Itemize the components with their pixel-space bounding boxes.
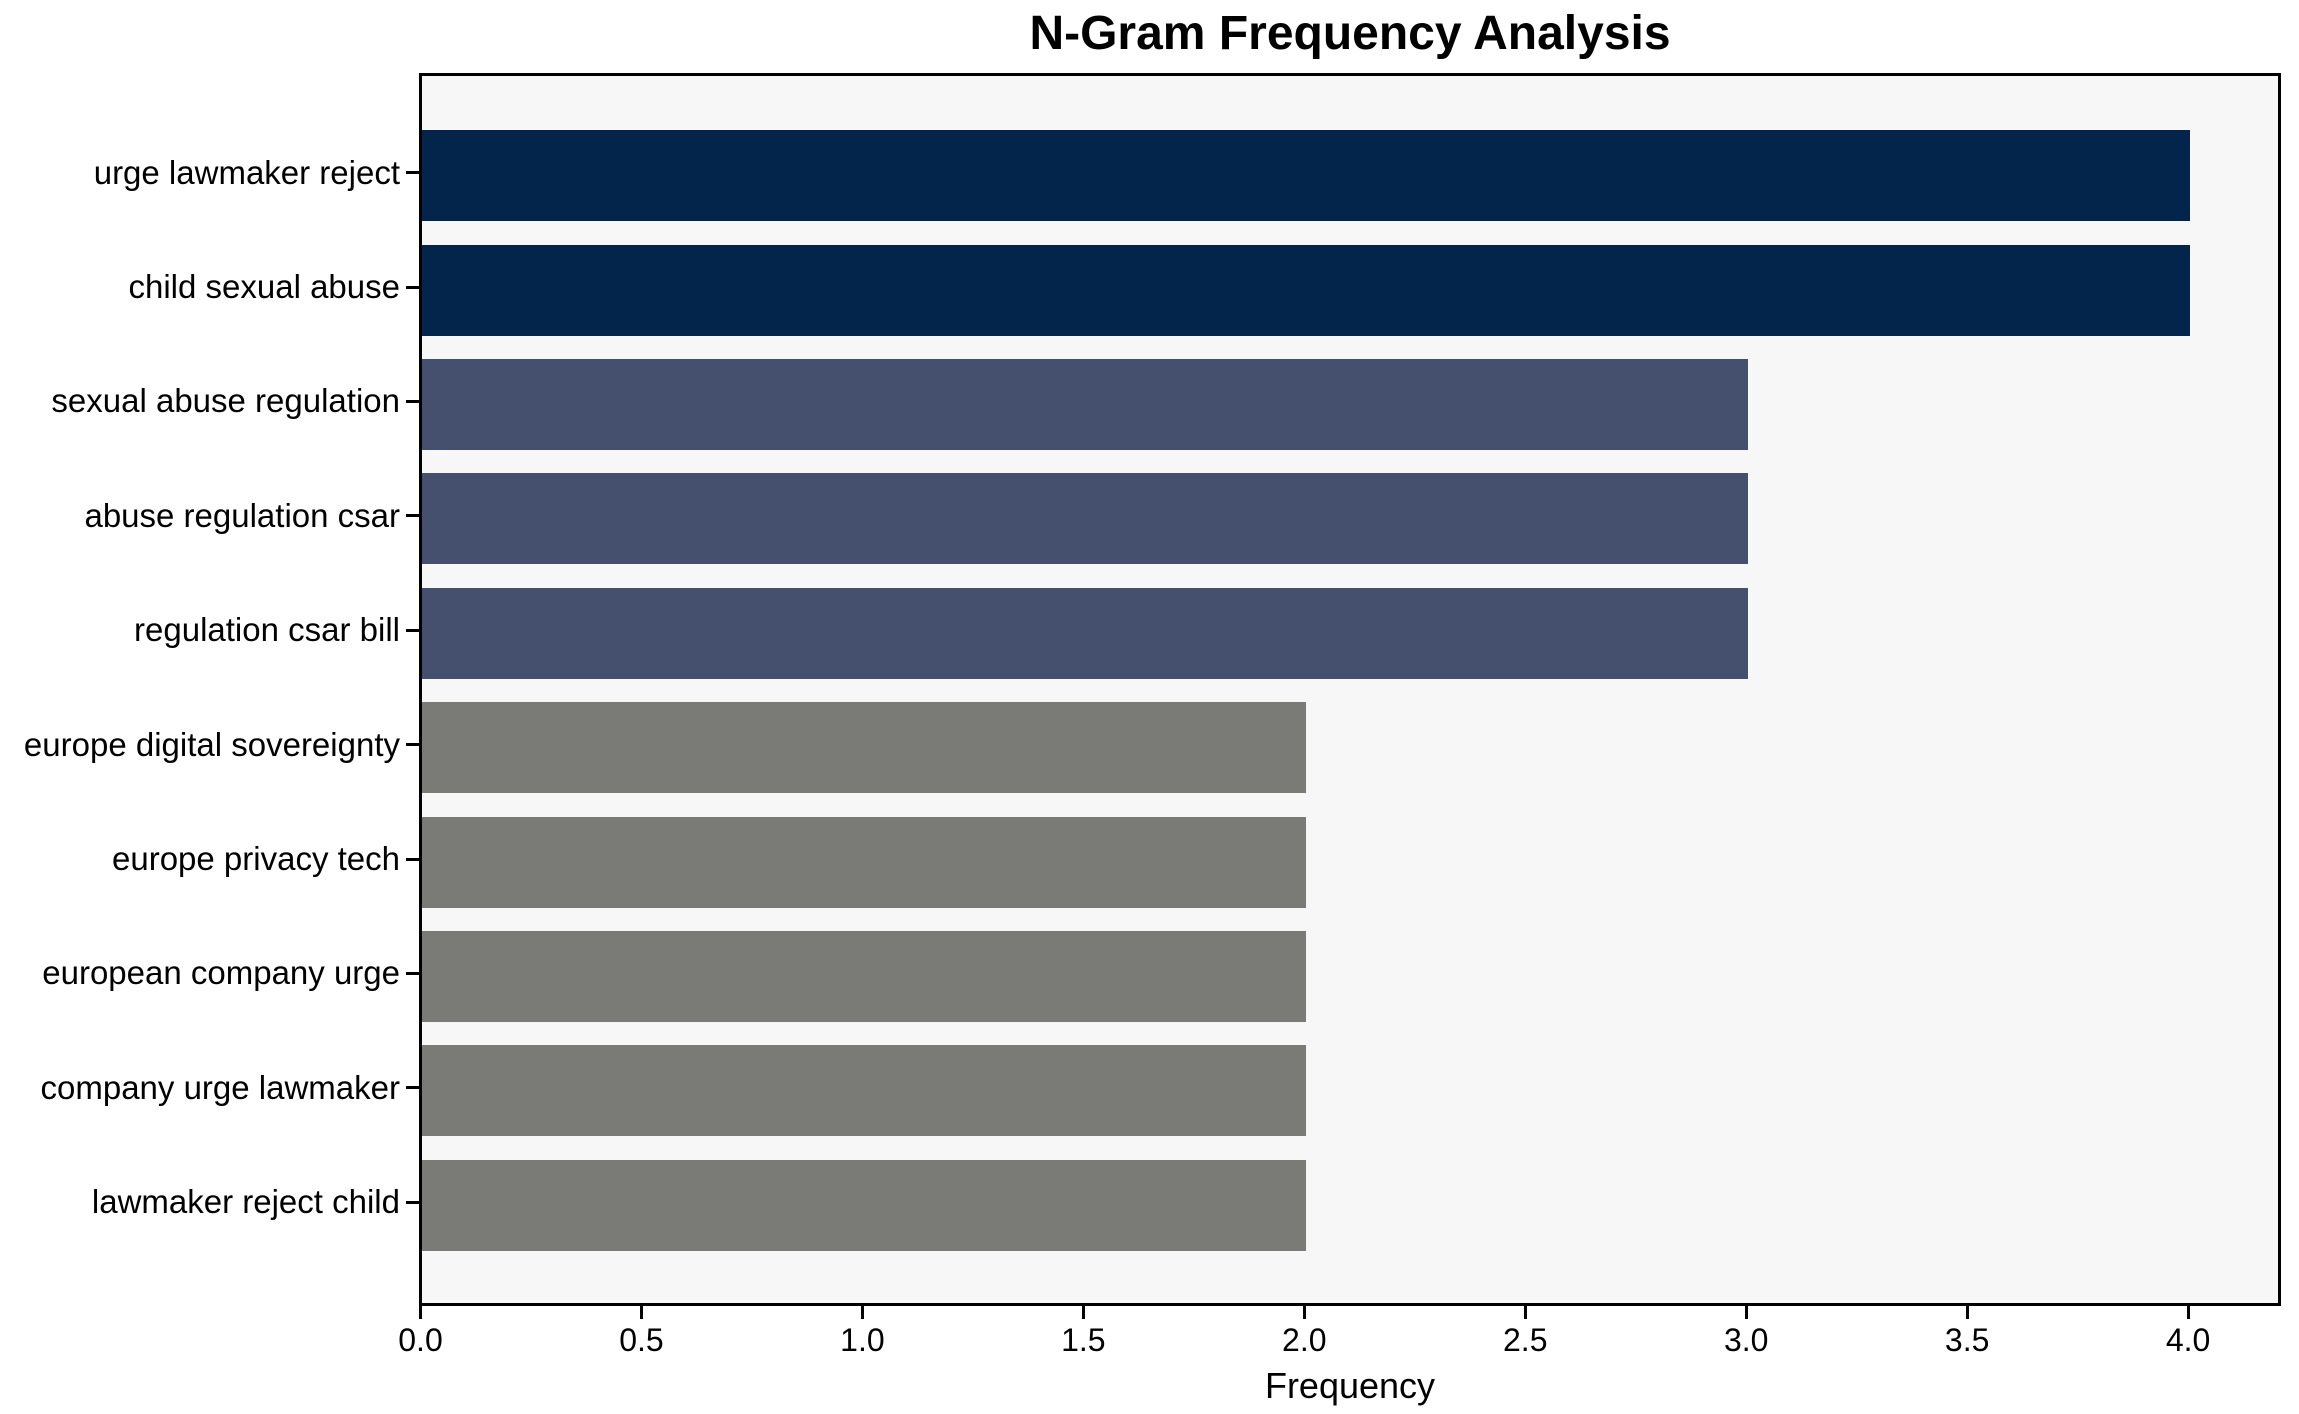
y-axis: urge lawmaker reject child sexual abuse se… <box>0 0 419 1414</box>
x-tick-mark <box>1523 1306 1527 1319</box>
y-tick-mark <box>406 514 419 518</box>
bar <box>422 816 1306 908</box>
x-tick-label: 1.5 <box>1061 1322 1106 1358</box>
bar <box>422 130 2190 222</box>
x-tick-mark <box>1744 1306 1748 1319</box>
bar <box>422 244 2190 336</box>
y-tick-label: company urge lawmaker <box>40 1068 401 1106</box>
bar <box>422 930 1306 1022</box>
y-tick-mark <box>406 743 419 747</box>
x-tick-mark <box>419 1306 422 1319</box>
x-tick-label: 4.0 <box>2165 1322 2211 1358</box>
x-tick-mark <box>1081 1306 1085 1319</box>
y-tick-mark <box>406 628 419 632</box>
y-tick-mark <box>406 285 419 289</box>
x-tick-mark <box>1965 1306 1969 1319</box>
x-tick-mark <box>639 1306 643 1319</box>
x-axis-title: Frequency <box>1264 1365 1436 1406</box>
y-tick-label: europe digital sovereignty <box>23 725 400 763</box>
y-tick-label: europe privacy tech <box>112 840 400 877</box>
x-tick-mark <box>1302 1306 1306 1319</box>
x-tick-label: 2.5 <box>1503 1322 1548 1358</box>
y-tick-mark <box>406 1200 419 1204</box>
bar <box>422 1159 1306 1251</box>
plot-area <box>419 73 2281 1306</box>
y-tick-label: sexual abuse regulation <box>51 382 400 420</box>
y-tick-label: lawmaker reject child <box>91 1183 400 1221</box>
x-tick-label: 3.0 <box>1723 1322 1769 1358</box>
bar <box>422 473 1748 565</box>
x-tick-label: 2.0 <box>1282 1322 1327 1358</box>
bar <box>422 1045 1306 1137</box>
x-tick-label: 3.5 <box>1944 1322 1990 1358</box>
y-tick-label: regulation csar bill <box>134 611 400 649</box>
y-tick-label: abuse regulation csar <box>84 496 400 534</box>
y-tick-mark <box>406 1086 419 1090</box>
x-tick-label: 0.5 <box>619 1322 664 1358</box>
bar <box>422 702 1306 794</box>
x-tick-mark <box>860 1306 864 1319</box>
y-tick-mark <box>406 399 419 403</box>
x-tick-label: 0.0 <box>398 1322 443 1358</box>
y-tick-label: urge lawmaker reject <box>93 153 400 191</box>
y-tick-mark <box>406 857 419 861</box>
y-tick-label: european company urge <box>42 954 400 992</box>
bars-layer <box>422 76 2278 1303</box>
bar <box>422 587 1748 679</box>
chart-title: N-Gram Frequency Analysis <box>1029 7 1671 60</box>
y-tick-label: child sexual abuse <box>128 268 400 305</box>
x-tick-mark <box>2186 1306 2190 1319</box>
bar <box>422 358 1748 450</box>
y-tick-mark <box>406 971 419 975</box>
y-tick-mark <box>406 171 419 175</box>
x-tick-label: 1.0 <box>840 1322 885 1358</box>
